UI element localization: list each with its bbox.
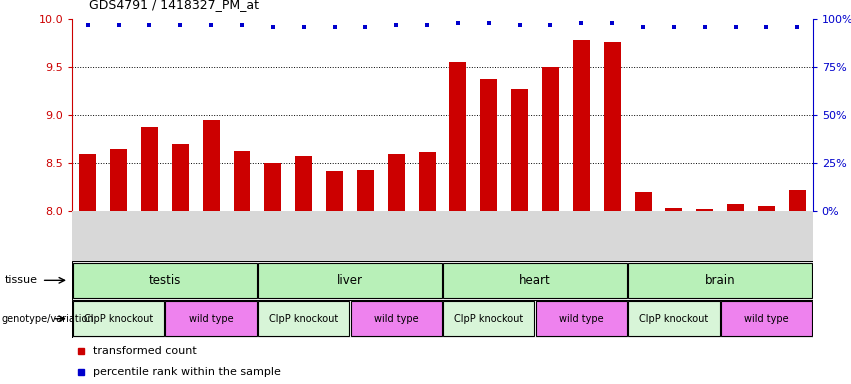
- Text: testis: testis: [149, 274, 181, 287]
- Bar: [172, 144, 189, 211]
- Bar: [73, 301, 164, 336]
- Point: [637, 24, 650, 30]
- Bar: [727, 204, 744, 211]
- Point: [574, 20, 588, 26]
- Bar: [233, 151, 250, 211]
- Point: [297, 24, 311, 30]
- Bar: [357, 170, 374, 211]
- Bar: [110, 149, 127, 211]
- Point: [328, 24, 341, 30]
- Point: [760, 24, 774, 30]
- Bar: [603, 42, 620, 211]
- Bar: [535, 301, 627, 336]
- Point: [791, 24, 804, 30]
- Bar: [628, 263, 812, 298]
- Point: [451, 20, 465, 26]
- Bar: [258, 263, 442, 298]
- Point: [358, 24, 372, 30]
- Text: brain: brain: [705, 274, 735, 287]
- Bar: [635, 192, 652, 211]
- Bar: [419, 152, 436, 211]
- Bar: [326, 171, 343, 211]
- Text: GDS4791 / 1418327_PM_at: GDS4791 / 1418327_PM_at: [89, 0, 260, 12]
- Text: heart: heart: [519, 274, 551, 287]
- Point: [81, 22, 94, 28]
- Text: wild type: wild type: [189, 314, 233, 324]
- Text: percentile rank within the sample: percentile rank within the sample: [93, 367, 281, 377]
- Bar: [79, 154, 96, 211]
- Bar: [542, 67, 559, 211]
- Bar: [789, 190, 806, 211]
- Text: tissue: tissue: [4, 275, 37, 285]
- Bar: [351, 301, 442, 336]
- Text: ClpP knockout: ClpP knockout: [639, 314, 709, 324]
- Point: [235, 22, 248, 28]
- Bar: [511, 89, 528, 211]
- Bar: [295, 157, 312, 211]
- Bar: [388, 154, 405, 211]
- Bar: [265, 163, 282, 211]
- Text: transformed count: transformed count: [93, 346, 197, 356]
- Point: [143, 22, 157, 28]
- Point: [667, 24, 681, 30]
- Point: [390, 22, 403, 28]
- Text: genotype/variation: genotype/variation: [2, 314, 94, 324]
- Text: ClpP knockout: ClpP knockout: [269, 314, 339, 324]
- Bar: [73, 263, 257, 298]
- Bar: [141, 127, 158, 211]
- Bar: [721, 301, 812, 336]
- Point: [266, 24, 280, 30]
- Bar: [258, 301, 350, 336]
- Point: [513, 22, 527, 28]
- Point: [698, 24, 711, 30]
- Bar: [628, 301, 720, 336]
- Point: [420, 22, 434, 28]
- Point: [482, 20, 495, 26]
- Text: liver: liver: [337, 274, 363, 287]
- Bar: [573, 40, 590, 211]
- Text: ClpP knockout: ClpP knockout: [454, 314, 523, 324]
- Bar: [449, 63, 466, 211]
- Point: [174, 22, 187, 28]
- Bar: [443, 301, 534, 336]
- Point: [544, 22, 557, 28]
- Bar: [758, 207, 775, 211]
- Point: [111, 22, 125, 28]
- Point: [605, 20, 619, 26]
- Text: wild type: wild type: [559, 314, 603, 324]
- Text: wild type: wild type: [744, 314, 789, 324]
- Bar: [443, 263, 627, 298]
- Bar: [203, 120, 220, 211]
- Bar: [165, 301, 257, 336]
- Text: wild type: wild type: [374, 314, 419, 324]
- Point: [204, 22, 218, 28]
- Bar: [665, 209, 683, 211]
- Bar: [696, 209, 713, 211]
- Text: ClpP knockout: ClpP knockout: [84, 314, 153, 324]
- Bar: [480, 79, 497, 211]
- Point: [728, 24, 742, 30]
